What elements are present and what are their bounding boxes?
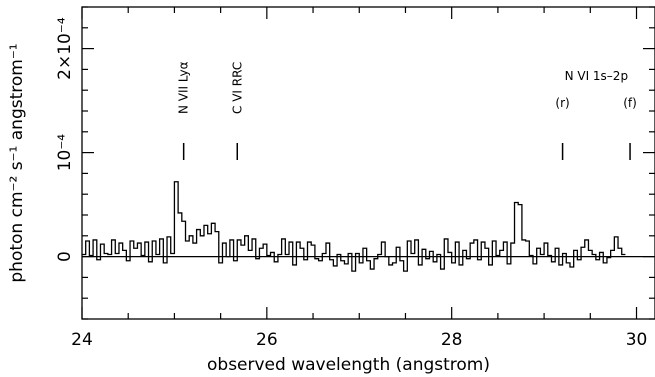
y-tick-label: 0: [55, 251, 75, 262]
plot-frame: [81, 6, 655, 320]
y-tick-label: 2×10⁻⁴: [55, 17, 75, 80]
axis-ticks: [81, 6, 655, 320]
x-tick-label: 30: [626, 330, 648, 350]
annotation-label: (f): [623, 96, 637, 110]
x-tick-label: 28: [441, 330, 463, 350]
annotation-group-label: N VI 1s–2p: [565, 69, 629, 83]
x-axis-label: observed wavelength (angstrom): [207, 355, 490, 375]
annotation-label: C VI RRC: [230, 62, 244, 114]
line-annotations: N VII Lyα C VI RRC (r) (f): [177, 61, 637, 160]
axis-tick-labels: 24 26 28 30 0 10⁻⁴ 2×10⁻⁴: [55, 17, 647, 350]
spectrum-series-line: [82, 181, 626, 272]
annotation-label: N VII Lyα: [177, 61, 191, 114]
annotation-label: (r): [555, 96, 569, 110]
y-tick-label: 10⁻⁴: [55, 134, 75, 172]
x-tick-label: 24: [71, 330, 93, 350]
y-axis-label: photon cm⁻² s⁻¹ angstrom⁻¹: [7, 43, 27, 282]
x-tick-label: 26: [256, 330, 278, 350]
